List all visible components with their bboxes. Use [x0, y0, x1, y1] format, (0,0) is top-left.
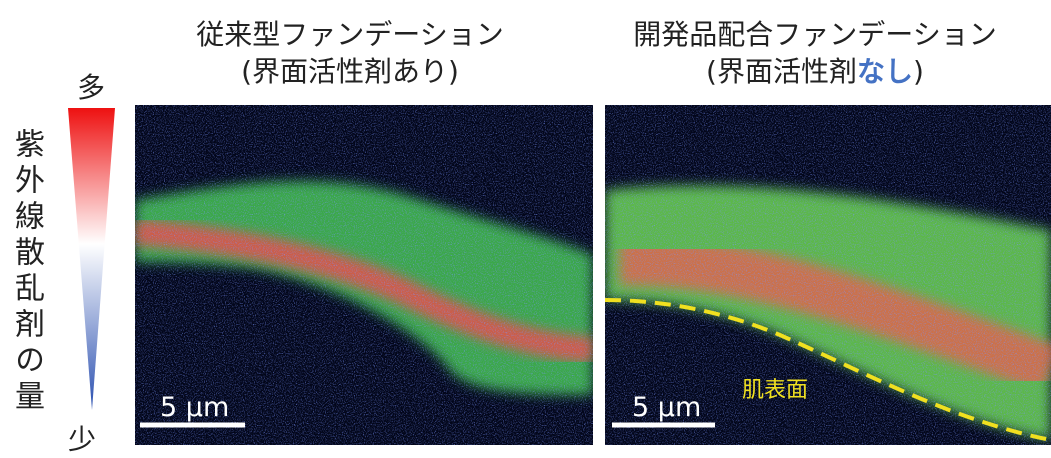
panel-title: 開発品配合ファンデーション (界面活性剤なし)	[605, 16, 1025, 90]
scale-label: 5 µm	[160, 392, 229, 423]
annotation: 肌表面	[742, 372, 808, 404]
legend-low: 少	[68, 418, 96, 458]
subtitle-emphasis: なし	[857, 55, 913, 88]
legend-high: 多	[77, 66, 105, 106]
subtitle-line: (界面活性剤なし)	[605, 53, 1025, 90]
subtitle-part: (界面活性剤	[706, 55, 857, 88]
legend-label: 紫外線散乱剤の量	[4, 128, 48, 416]
panel-title: 従来型ファンデーション (界面活性剤あり)	[135, 16, 565, 90]
page: {"legend": {"high": "多", "low": "少", "la…	[0, 0, 1051, 445]
scale-label: 5 µm	[632, 392, 701, 423]
title-line: 開発品配合ファンデーション	[605, 16, 1025, 53]
subtitle-line: (界面活性剤あり)	[135, 53, 565, 90]
title-line: 従来型ファンデーション	[135, 16, 565, 53]
subtitle-part: )	[913, 55, 924, 88]
amount-gradient	[68, 108, 115, 410]
